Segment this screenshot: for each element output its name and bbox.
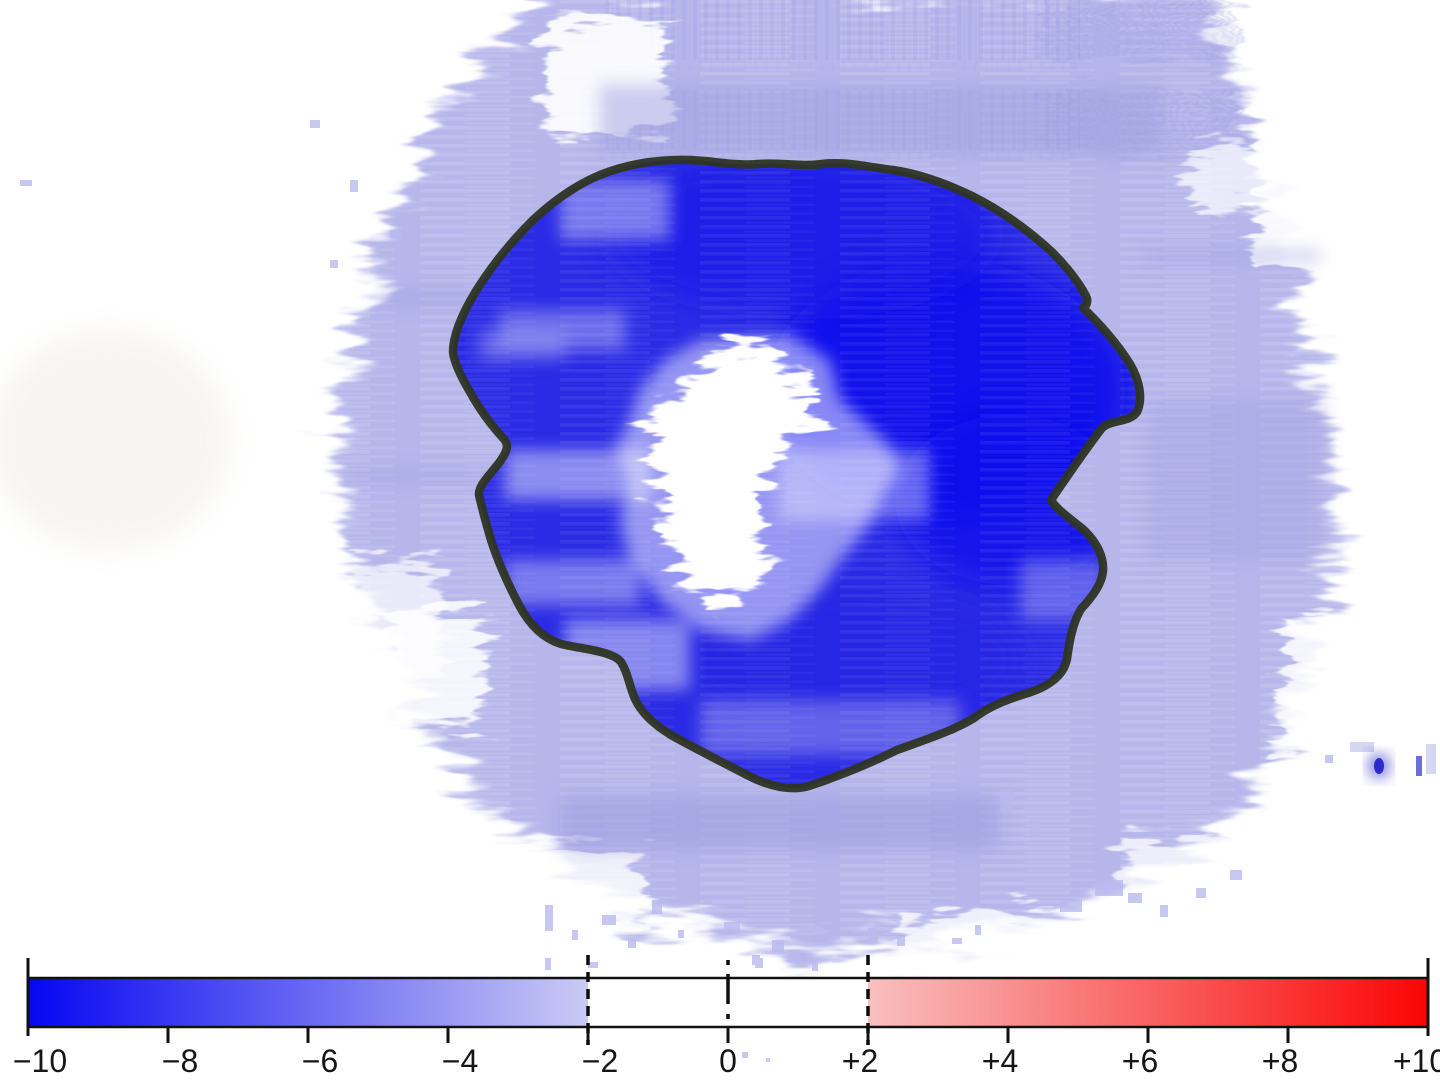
colorbar-tick-label: −2 <box>582 1043 618 1079</box>
colorbar-ticks <box>26 958 1430 1043</box>
colorbar-tick-label: −8 <box>162 1043 198 1079</box>
central-white-region <box>644 342 822 600</box>
colorbar-tick-label: +10 <box>1393 1043 1440 1079</box>
colorbar: −10 −8 −6 −4 −2 0 +2 +4 +6 +8 +10 <box>13 955 1440 1079</box>
faint-grey-patch <box>0 330 230 550</box>
speckle-field <box>20 120 1242 1062</box>
colorbar-negative-gradient <box>28 978 588 1027</box>
blob-contour <box>448 155 1145 793</box>
colorbar-tick-label: −4 <box>442 1043 478 1079</box>
colorbar-tick-labels: −10 −8 −6 −4 −2 0 +2 +4 +6 +8 +10 <box>13 1043 1440 1079</box>
colorbar-tick-label: −10 <box>13 1043 67 1079</box>
colorbar-tick-label: +8 <box>1262 1043 1298 1079</box>
colorbar-tick-label: +2 <box>842 1043 878 1079</box>
colorbar-tick-label: +4 <box>982 1043 1018 1079</box>
colorbar-tick-label: −6 <box>302 1043 338 1079</box>
right-speck-cluster <box>1325 742 1436 777</box>
colorbar-positive-gradient <box>868 978 1428 1027</box>
colorbar-tick-label: 0 <box>719 1043 737 1079</box>
colorbar-tick-label: +6 <box>1122 1043 1158 1079</box>
